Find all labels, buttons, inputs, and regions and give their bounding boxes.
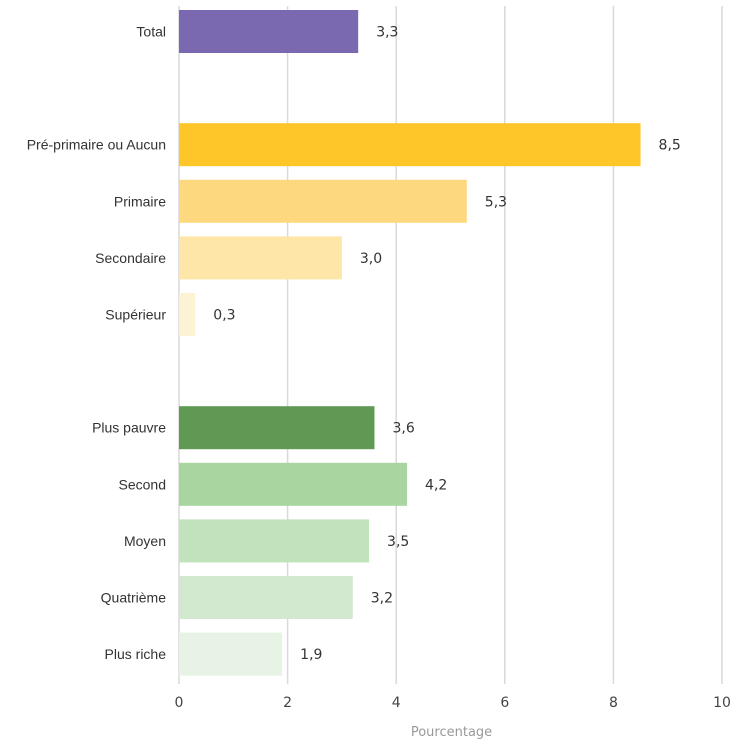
data-label: 3,6 <box>392 421 414 437</box>
labels: Total 3,3 Pré-primaire ou Aucun 8,5 Primaire… <box>27 24 681 664</box>
category-label: Plus riche <box>105 646 167 662</box>
data-label: 8,5 <box>659 138 681 154</box>
category-label: Second <box>119 476 166 492</box>
category-label: Total <box>136 24 166 40</box>
x-tick-label: 6 <box>500 695 509 711</box>
bar <box>179 179 467 223</box>
bar <box>179 123 641 167</box>
category-label: Primaire <box>114 193 166 209</box>
category-label: Secondaire <box>95 250 166 266</box>
bar <box>179 293 196 336</box>
x-axis-title: Pourcentage <box>411 725 492 740</box>
bar <box>179 406 375 450</box>
bar <box>179 576 353 619</box>
x-tick-label: 0 <box>175 695 184 711</box>
data-label: 3,0 <box>360 251 382 267</box>
data-label: 0,3 <box>213 308 235 324</box>
data-label: 3,2 <box>371 591 393 607</box>
category-label: Supérieur <box>105 307 166 323</box>
bar <box>179 10 359 53</box>
data-label: 5,3 <box>485 194 507 210</box>
category-label: Moyen <box>124 533 166 549</box>
data-label: 3,5 <box>387 534 409 550</box>
bar <box>179 519 370 563</box>
bar <box>179 632 283 676</box>
x-tick-label: 2 <box>283 695 292 711</box>
category-label: Quatrième <box>101 590 167 606</box>
data-label: 4,2 <box>425 477 447 493</box>
bars <box>179 10 641 676</box>
grid-lines <box>178 6 723 684</box>
x-tick-label: 4 <box>392 695 401 711</box>
category-label: Pré-primaire ou Aucun <box>27 137 166 153</box>
data-label: 1,9 <box>300 647 322 663</box>
data-label: 3,3 <box>376 25 398 41</box>
bar <box>179 236 342 280</box>
category-label: Plus pauvre <box>92 420 166 436</box>
x-tick-label: 8 <box>609 695 618 711</box>
x-axis: 0 2 4 6 8 10 <box>175 695 731 711</box>
x-tick-label: 10 <box>713 695 731 711</box>
bar <box>179 462 408 506</box>
